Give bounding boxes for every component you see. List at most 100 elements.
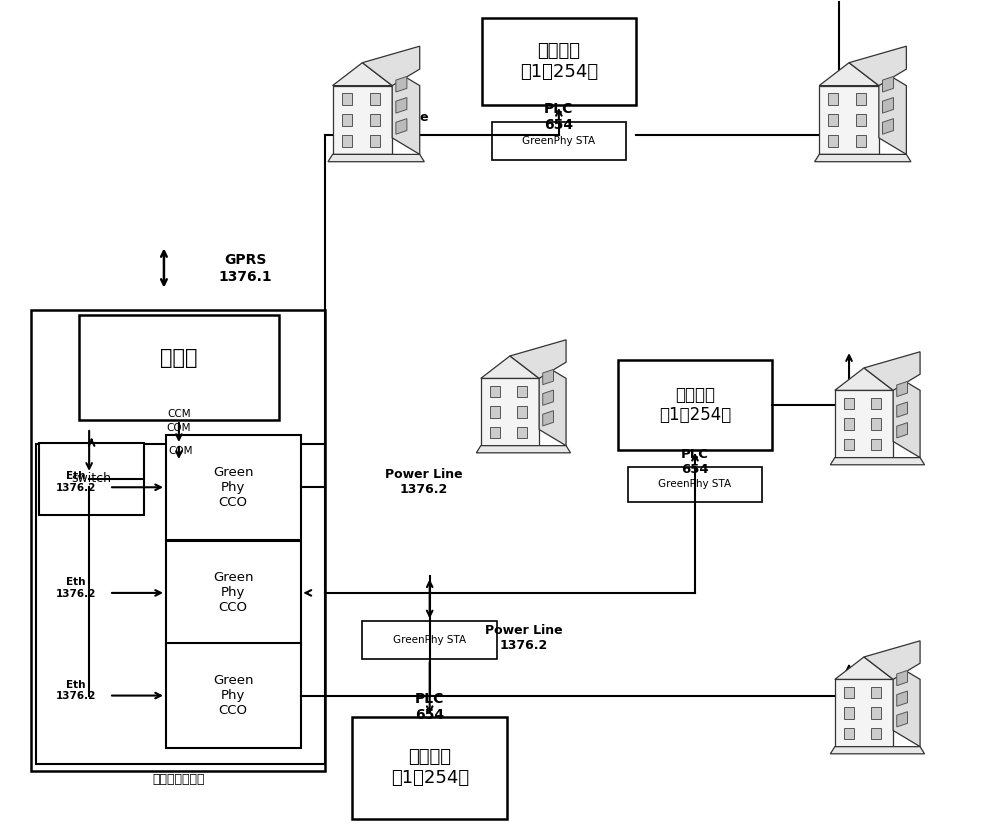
Text: Power Line
1376.2: Power Line 1376.2 — [385, 468, 463, 495]
Bar — [166, 540, 301, 646]
Text: GPRS
1376.1: GPRS 1376.1 — [219, 254, 272, 284]
Bar — [492, 122, 626, 160]
Polygon shape — [883, 98, 894, 113]
Bar — [517, 406, 527, 418]
Text: GreenPhy STA: GreenPhy STA — [393, 636, 466, 646]
Polygon shape — [543, 390, 554, 405]
Bar — [370, 135, 380, 147]
Text: GreenPhy STA: GreenPhy STA — [658, 480, 732, 490]
Polygon shape — [897, 691, 908, 706]
Bar — [844, 418, 854, 430]
Polygon shape — [893, 374, 920, 458]
Text: Power Line
1376.2: Power Line 1376.2 — [351, 111, 429, 139]
Bar — [36, 444, 325, 764]
Bar — [618, 360, 772, 450]
Bar — [342, 114, 352, 126]
Polygon shape — [830, 746, 925, 754]
Text: CCM: CCM — [167, 409, 191, 419]
Bar — [166, 643, 301, 748]
Polygon shape — [815, 154, 911, 162]
Bar — [352, 717, 507, 819]
Bar — [856, 93, 866, 105]
Bar — [828, 93, 838, 105]
Bar — [819, 86, 879, 154]
Bar — [166, 435, 301, 540]
Bar — [333, 86, 392, 154]
Polygon shape — [333, 63, 392, 86]
Bar — [844, 707, 854, 719]
Polygon shape — [819, 63, 879, 86]
Bar — [490, 406, 500, 418]
Polygon shape — [849, 46, 906, 86]
Bar — [342, 93, 352, 105]
Polygon shape — [897, 381, 908, 397]
Bar — [871, 686, 881, 698]
Text: Green
Phy
CCO: Green Phy CCO — [213, 571, 253, 615]
Text: COM: COM — [167, 423, 191, 433]
Text: PLC
654: PLC 654 — [681, 448, 709, 476]
Text: PLC
654: PLC 654 — [544, 102, 574, 132]
Text: switch: switch — [72, 472, 112, 485]
Polygon shape — [864, 641, 920, 680]
Polygon shape — [830, 458, 925, 465]
Polygon shape — [883, 118, 894, 134]
Text: 智能电表
（1～254）: 智能电表 （1～254） — [659, 385, 731, 425]
Polygon shape — [879, 69, 906, 154]
Bar — [79, 315, 279, 420]
Polygon shape — [883, 77, 894, 92]
Polygon shape — [897, 711, 908, 727]
Polygon shape — [396, 77, 407, 92]
Polygon shape — [328, 154, 424, 162]
Bar — [844, 439, 854, 450]
Bar — [871, 398, 881, 409]
Polygon shape — [392, 69, 420, 154]
Bar — [490, 427, 500, 439]
Text: PLC
654: PLC 654 — [415, 692, 444, 722]
Text: 集中器载波模块: 集中器载波模块 — [152, 773, 205, 786]
Polygon shape — [396, 118, 407, 134]
Polygon shape — [897, 671, 908, 686]
Text: 智能电表
（1～254）: 智能电表 （1～254） — [391, 748, 469, 787]
Bar — [490, 385, 500, 397]
Polygon shape — [539, 362, 566, 445]
Text: 集中器: 集中器 — [160, 348, 198, 368]
Polygon shape — [897, 423, 908, 438]
Bar — [370, 93, 380, 105]
Text: Power Line
1376.2: Power Line 1376.2 — [485, 625, 563, 652]
Text: Green
Phy
CCO: Green Phy CCO — [213, 674, 253, 717]
Bar — [844, 398, 854, 409]
Text: COM: COM — [169, 446, 193, 456]
Bar — [517, 385, 527, 397]
Bar — [828, 114, 838, 126]
Polygon shape — [362, 46, 420, 86]
Bar — [835, 680, 893, 746]
Bar — [828, 135, 838, 147]
Polygon shape — [396, 98, 407, 113]
Bar — [517, 427, 527, 439]
Bar — [342, 135, 352, 147]
Polygon shape — [543, 410, 554, 426]
Polygon shape — [543, 369, 554, 384]
Bar — [844, 686, 854, 698]
Bar — [856, 114, 866, 126]
Bar — [362, 621, 497, 659]
Polygon shape — [893, 663, 920, 746]
Bar — [856, 135, 866, 147]
Polygon shape — [835, 657, 893, 680]
Bar — [39, 443, 144, 515]
Text: GreenPhy STA: GreenPhy STA — [522, 136, 595, 146]
Bar — [628, 467, 762, 502]
Bar — [871, 728, 881, 740]
Polygon shape — [481, 356, 539, 379]
Text: Eth
1376.2: Eth 1376.2 — [56, 680, 96, 701]
Polygon shape — [835, 368, 893, 390]
Polygon shape — [864, 352, 920, 390]
Text: Eth
1376.2: Eth 1376.2 — [56, 577, 96, 599]
Bar — [871, 418, 881, 430]
Bar — [871, 439, 881, 450]
Text: Eth
1376.2: Eth 1376.2 — [56, 471, 96, 493]
Bar — [482, 18, 636, 105]
Bar — [871, 707, 881, 719]
Polygon shape — [510, 339, 566, 379]
Bar — [31, 310, 325, 771]
